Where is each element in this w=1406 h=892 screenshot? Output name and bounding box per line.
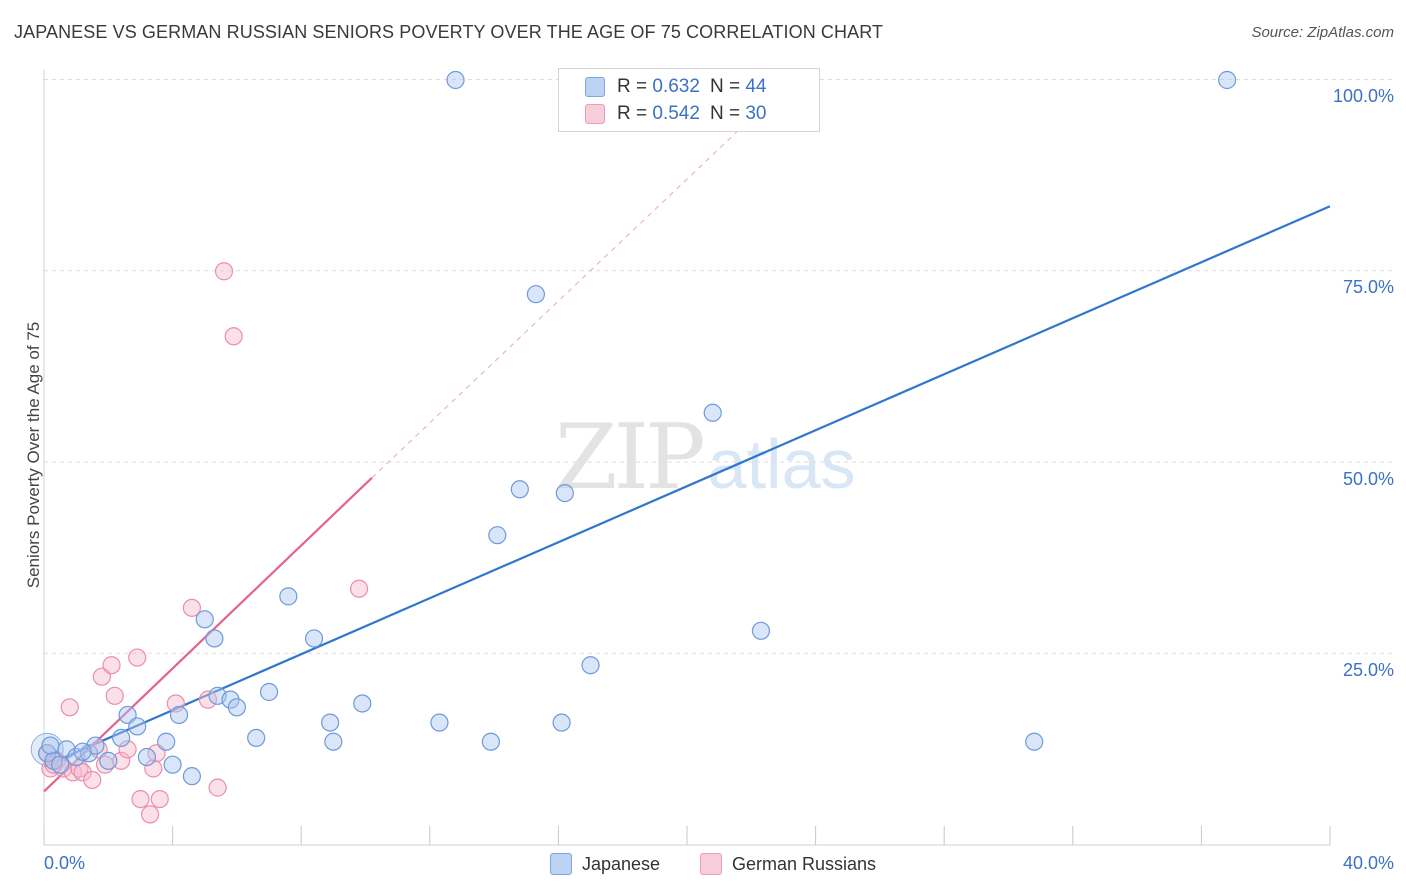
point-german-russians-25 <box>208 778 227 797</box>
trendline-german-russians <box>43 477 373 793</box>
y-tick-label-25: 25.0% <box>1342 659 1394 680</box>
point-japanese-36 <box>581 656 600 675</box>
bottom-legend-japanese: Japanese <box>550 852 660 876</box>
bottom-legend-label-japanese: Japanese <box>582 853 661 874</box>
point-japanese-10 <box>128 717 147 736</box>
point-japanese-17 <box>205 629 224 648</box>
legend-r-label: R = <box>617 76 648 97</box>
point-japanese-8 <box>112 728 131 748</box>
point-german-russians-15 <box>118 740 137 759</box>
legend-n-value-japanese: 44 <box>745 76 767 97</box>
point-japanese-11 <box>137 747 156 767</box>
legend-swatch-japanese <box>585 77 605 97</box>
point-japanese-41 <box>1218 70 1237 90</box>
legend-n-label: N = <box>709 103 741 124</box>
point-german-russians-27 <box>224 327 243 346</box>
x-tick-label-max: 40.0% <box>1342 853 1394 873</box>
point-japanese-42 <box>41 736 60 755</box>
legend-row-japanese: R = 0.632 N = 44 <box>559 74 766 100</box>
point-japanese-38 <box>751 621 771 640</box>
bottom-legend-german-russians: German Russians <box>700 852 876 876</box>
bottom-legend-swatch-japanese <box>550 853 572 875</box>
point-japanese-15 <box>182 767 201 786</box>
point-japanese-7 <box>99 751 118 770</box>
point-german-russians-23 <box>182 598 201 617</box>
point-japanese-22 <box>259 682 279 702</box>
point-japanese-29 <box>446 70 465 90</box>
point-german-russians-24 <box>198 690 218 709</box>
point-japanese-37 <box>703 403 722 422</box>
point-german-russians-7 <box>73 763 92 782</box>
legend-n-value-german-russians: 30 <box>745 103 767 124</box>
trendline-japanese <box>43 205 1331 768</box>
legend-r-value-japanese: 0.632 <box>652 76 700 97</box>
point-german-russians-14 <box>112 751 131 770</box>
point-german-russians-13 <box>105 686 124 705</box>
point-japanese-24 <box>304 629 324 648</box>
point-japanese-16 <box>195 610 214 629</box>
legend-r-label: R = <box>617 103 648 124</box>
legend-n-label: N = <box>709 76 741 97</box>
point-german-russians-29 <box>44 755 63 774</box>
point-german-russians-19 <box>144 759 163 778</box>
point-japanese-27 <box>353 694 372 713</box>
point-japanese-20 <box>227 698 246 717</box>
point-german-russians-28 <box>349 579 369 598</box>
point-japanese-23 <box>279 587 298 606</box>
legend-swatch-german-russians <box>585 104 605 124</box>
point-japanese-12 <box>157 732 176 751</box>
point-japanese-14 <box>169 705 189 725</box>
point-german-russians-8 <box>83 770 102 790</box>
legend-r-value-german-russians: 0.542 <box>652 103 700 124</box>
point-german-russians-26 <box>214 262 234 281</box>
point-japanese-34 <box>552 713 571 732</box>
point-german-russians-12 <box>102 656 121 675</box>
trendline-german-russians-extension <box>371 102 768 479</box>
point-japanese-26 <box>324 732 343 751</box>
point-japanese-30 <box>481 732 500 751</box>
legend-row-german-russians: R = 0.542 N = 30 <box>559 101 766 127</box>
point-japanese-21 <box>247 728 266 748</box>
point-japanese-43 <box>73 742 92 761</box>
correlation-legend: R = 0.632 N = 44 R = 0.542 N = 30 <box>558 68 820 132</box>
chart-title: JAPANESE VS GERMAN RUSSIAN SENIORS POVER… <box>14 22 884 42</box>
y-tick-label-50: 50.0% <box>1342 468 1394 489</box>
point-german-russians-17 <box>131 789 150 809</box>
point-german-russians-21 <box>150 789 169 809</box>
point-german-russians-22 <box>166 694 185 713</box>
y-tick-label-100: 100.0% <box>1332 86 1394 106</box>
point-japanese-35 <box>555 484 574 503</box>
point-japanese-13 <box>163 755 182 774</box>
point-german-russians-16 <box>128 648 147 667</box>
bottom-legend-swatch-german-russians <box>700 853 722 875</box>
bottom-legend-label-german-russians: German Russians <box>732 853 877 874</box>
point-japanese-28 <box>430 713 449 732</box>
point-german-russians-4 <box>60 698 79 717</box>
point-japanese-25 <box>321 713 340 732</box>
point-japanese-33 <box>526 285 545 304</box>
y-tick-label-75: 75.0% <box>1342 277 1394 298</box>
source-credit: Source: ZipAtlas.com <box>1251 24 1394 41</box>
x-tick-label-min: 0.0% <box>44 853 86 873</box>
point-japanese-32 <box>510 480 529 499</box>
point-german-russians-18 <box>140 805 160 824</box>
point-japanese-40 <box>1025 732 1044 751</box>
point-japanese-31 <box>488 526 507 545</box>
point-japanese-2 <box>50 755 70 774</box>
